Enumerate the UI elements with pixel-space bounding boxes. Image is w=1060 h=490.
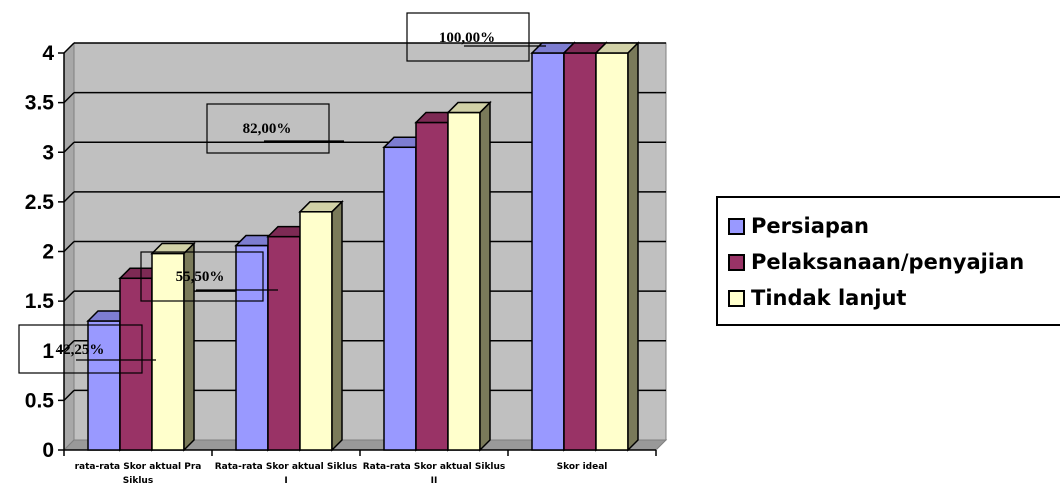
gridline-depth <box>63 240 75 253</box>
annotation-label: 42,25% <box>56 342 105 358</box>
gridline-depth <box>63 191 75 203</box>
y-tick-label: 1 <box>42 340 54 363</box>
legend-swatch-persiapan <box>728 217 745 235</box>
bar-side <box>183 241 195 452</box>
x-tick-label: rata-rata Skor aktual Pra Siklus <box>75 462 202 486</box>
legend-item-pelaksanaan: Pelaksanaan/penyajian <box>728 246 1024 278</box>
gridline-depth <box>63 340 75 352</box>
x-tick-label: Rata-rata Skor aktual Siklus I <box>215 462 358 486</box>
x-tick-label: Rata-rata Skor aktual Siklus II <box>363 462 506 486</box>
legend-item-persiapan: Persiapan <box>728 210 869 242</box>
x-tick-label-line: Skor ideal <box>557 462 608 472</box>
gridline-depth <box>63 92 75 104</box>
annotation-box <box>18 324 143 374</box>
bar-front <box>119 277 153 451</box>
y-tick-label: 3 <box>42 141 54 164</box>
x-tick-label: Skor ideal <box>557 462 608 472</box>
bar-side <box>479 100 491 452</box>
legend-label-tindak-lanjut: Tindak lanjut <box>751 286 907 310</box>
y-tick-label: 2 <box>42 241 54 264</box>
gridline-depth <box>63 141 75 153</box>
annotation-box <box>406 12 530 62</box>
legend-label-pelaksanaan: Pelaksanaan/penyajian <box>751 250 1025 274</box>
legend-label-persiapan: Persiapan <box>751 214 870 238</box>
bar-front <box>447 111 481 451</box>
annotation-label: 100,00% <box>439 30 495 46</box>
x-tick-label-line: Siklus <box>123 476 153 486</box>
gridline-depth <box>63 389 75 401</box>
x-tick-label-line: II <box>431 476 438 486</box>
bar-front <box>299 211 333 451</box>
bar-front <box>563 52 597 451</box>
annotation-label: 55,50% <box>176 269 225 285</box>
legend-item-tindak-lanjut: Tindak lanjut <box>728 282 906 314</box>
y-tick-label: 2.5 <box>25 191 55 214</box>
annotation-label: 82,00% <box>243 121 292 137</box>
chart-legend: Persiapan Pelaksanaan/penyajian Tindak l… <box>716 196 1060 326</box>
y-tick-label: 3.5 <box>25 92 55 115</box>
bar-front <box>595 52 629 451</box>
y-tick-label: 0.5 <box>25 389 55 412</box>
bar-side <box>331 199 343 452</box>
bar-front <box>531 52 565 451</box>
y-tick-label: 1.5 <box>25 290 55 313</box>
annotation-box <box>206 103 330 154</box>
legend-swatch-pelaksanaan <box>728 253 745 271</box>
bar-front <box>87 320 121 451</box>
x-tick-label-line: Rata-rata Skor aktual Siklus <box>363 462 506 472</box>
bar-front <box>415 121 449 451</box>
y-tick-label: 0 <box>42 439 54 462</box>
x-tick-label-line: Rata-rata Skor aktual Siklus <box>215 462 358 472</box>
gridline-depth <box>63 42 75 54</box>
bar-front <box>267 235 301 451</box>
bar-side <box>627 41 639 452</box>
y-tick-label: 4 <box>42 42 54 65</box>
annotation-box <box>140 251 264 302</box>
x-tick-label-line: rata-rata Skor aktual Pra <box>75 462 202 472</box>
bar-front <box>383 146 417 451</box>
legend-swatch-tindak-lanjut <box>728 289 745 307</box>
gridline-depth <box>63 290 75 302</box>
x-tick-label-line: I <box>284 476 287 486</box>
